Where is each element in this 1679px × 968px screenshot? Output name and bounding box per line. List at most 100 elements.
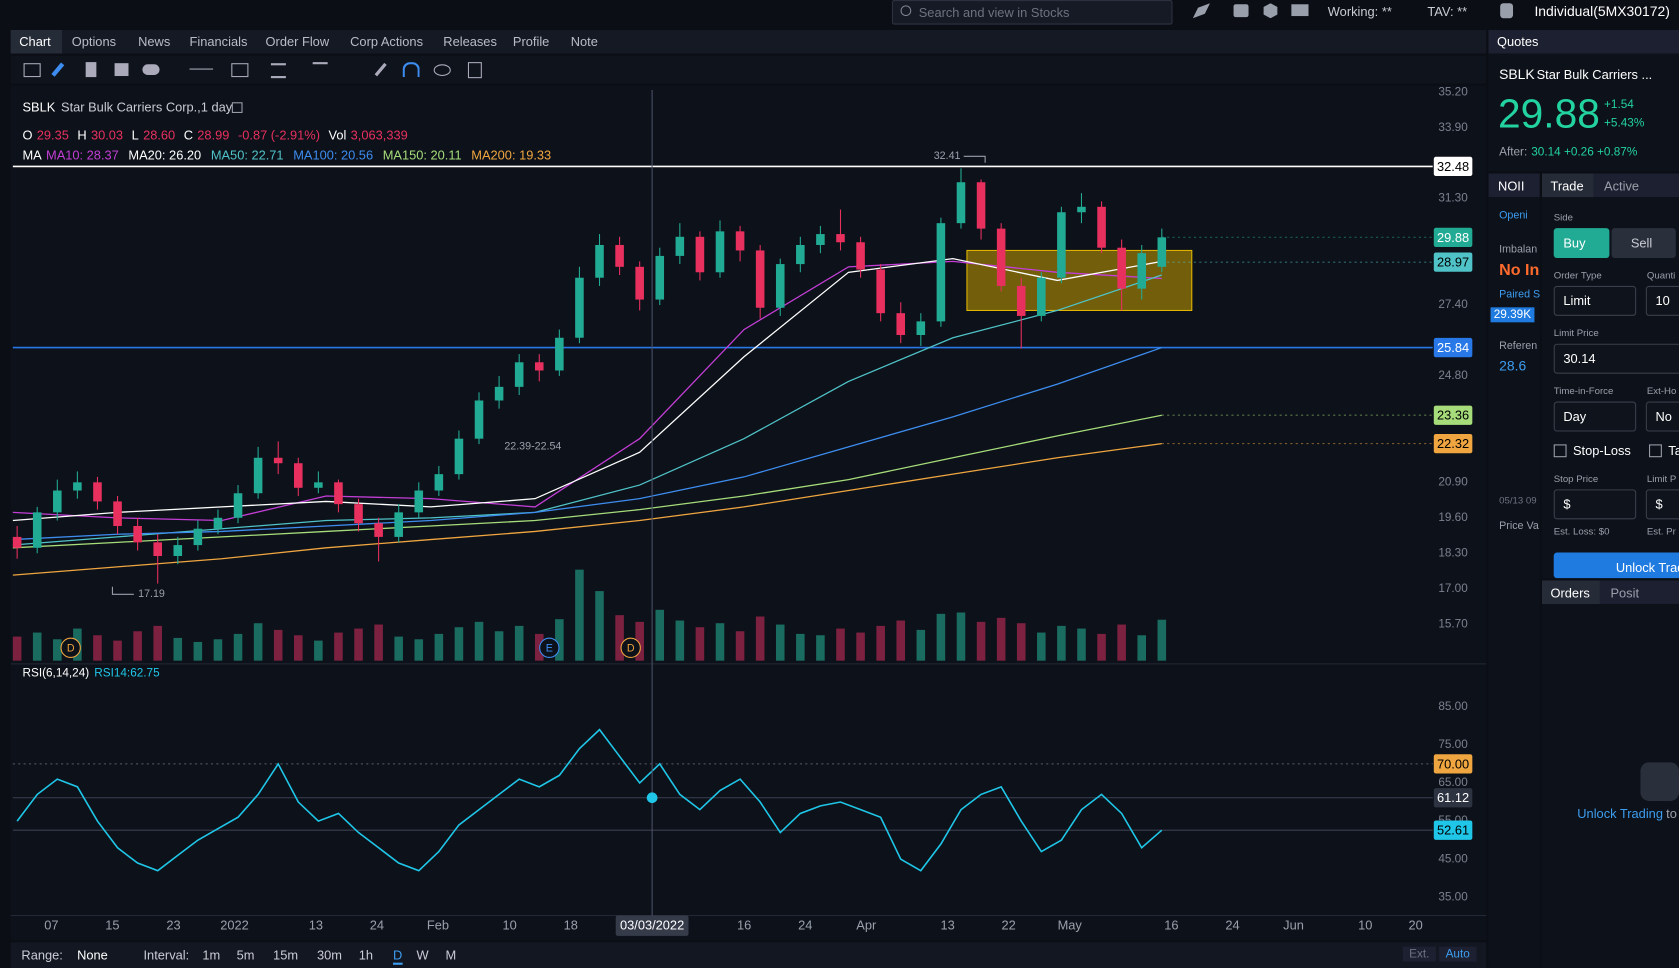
limit-p-label: Limit P [1646,473,1677,484]
x-tick-label: 2022 [220,918,249,933]
ext-select[interactable]: No [1645,401,1679,432]
ext-label: Ext-Ho [1646,385,1677,397]
price-badge-label: 28.97 [1437,255,1469,270]
x-tick-label: 22 [1002,918,1016,933]
tool[interactable] [85,62,97,78]
search-placeholder: Search and view in Stocks [918,5,1070,21]
volume-bar [93,635,102,661]
stop-loss-checkbox[interactable] [1553,444,1567,458]
volume-bar [434,633,444,661]
volume-bar [675,620,685,661]
tab[interactable]: Options [71,34,117,50]
stop-loss[interactable]: Stop-Loss [1572,443,1631,459]
candle-body [153,542,162,556]
interval[interactable]: M [445,947,457,963]
interval[interactable]: 30m [316,947,342,963]
ma-legend: MA100: 20.56 [293,148,373,163]
rsi-tick-label: 45.00 [1438,852,1468,865]
volume-bar [735,631,745,661]
volume-bar [474,621,484,661]
active-tab-bg [10,29,63,54]
qty-label: Quanti [1646,269,1676,281]
tool[interactable] [402,62,420,78]
ta-checkbox[interactable] [1649,444,1662,458]
tab[interactable]: News [138,34,171,50]
ext-toggle[interactable]: Ext. [1402,946,1436,962]
active-tab[interactable]: Active [1604,178,1640,194]
candle-body [755,250,765,308]
unlock-button[interactable]: Unlock Trad [1553,552,1679,579]
tab[interactable]: Profile [512,34,550,50]
tool[interactable] [433,64,451,77]
ta[interactable]: Ta [1668,443,1679,459]
tool[interactable] [270,63,286,79]
y-tick-label: 20.90 [1438,475,1468,488]
range-select[interactable]: None [77,947,108,963]
unlock-link[interactable]: Unlock Trading [1577,806,1663,822]
tab[interactable]: Order Flow [265,34,330,50]
working[interactable]: Working: ** [1327,4,1392,20]
quote-change-pct: +5.43% [1604,116,1645,130]
volume-bar [314,640,323,661]
tool[interactable] [23,63,41,78]
tool[interactable] [231,63,249,78]
stop-input[interactable]: $ [1553,489,1637,520]
account[interactable]: Individual(5MX30172) [1534,3,1670,20]
candle-body [615,244,624,267]
interval[interactable]: 1h [358,947,374,963]
tav[interactable]: TAV: ** [1427,4,1468,20]
orders-tab[interactable]: Orders [1550,585,1590,601]
candle-body [695,236,705,273]
candle-body [996,228,1006,286]
trade-tab[interactable]: Trade [1550,178,1584,194]
x-tick-label: Feb [427,918,449,933]
volume-bar [555,619,564,661]
tab[interactable]: Financials [189,34,248,50]
x-tick-label: Jun [1283,918,1304,933]
candle-body [454,438,464,475]
candle-body [12,536,22,548]
tab[interactable]: Corp Actions [350,34,424,50]
settings-icon[interactable] [231,102,243,113]
tif-select[interactable]: Day [1553,401,1637,432]
noii-tab[interactable]: NOII [1498,178,1525,194]
interval[interactable]: W [416,947,429,963]
auto-toggle[interactable]: Auto [1439,946,1477,962]
tool[interactable] [312,62,328,78]
qty-input[interactable]: 10 [1645,285,1679,316]
tool[interactable] [114,63,129,77]
tab[interactable]: Note [570,34,598,50]
search-box[interactable]: Search and view in Stocks [891,0,1173,25]
volume-bar [213,639,223,661]
tab[interactable]: Chart [19,34,51,50]
volume-bar [856,632,865,661]
x-tick-label: 07 [44,918,58,933]
volume-bar [253,623,263,661]
interval[interactable]: 1m [202,947,221,963]
candle-body [293,463,303,488]
tool[interactable] [467,62,482,79]
volume-bar [12,636,22,661]
quotes-tab[interactable]: Quotes [1496,34,1539,50]
tool[interactable] [142,64,160,75]
sell-button[interactable]: Sell [1611,228,1676,259]
y-tick-label: 19.60 [1438,511,1468,524]
volume-bar [715,623,725,661]
buy-button[interactable]: Buy [1553,228,1610,259]
volume-bar [414,639,424,661]
volume-bar [173,637,183,661]
limit-input[interactable]: 30.14 [1553,343,1679,374]
limit-p-input[interactable]: $ [1645,489,1679,520]
icon[interactable] [1233,4,1249,18]
icon[interactable] [1263,3,1278,19]
interval[interactable]: 5m [236,947,255,963]
interval[interactable]: D [392,948,403,965]
icon[interactable] [1291,4,1309,17]
interval[interactable]: 15m [273,947,299,963]
ohlc-key: L [132,127,139,142]
positions-tab[interactable]: Posit [1610,585,1640,601]
tool[interactable] [189,68,214,70]
order-type-select[interactable]: Limit [1553,285,1637,316]
ohlc-key: C [184,127,193,142]
tab[interactable]: Releases [443,34,497,50]
